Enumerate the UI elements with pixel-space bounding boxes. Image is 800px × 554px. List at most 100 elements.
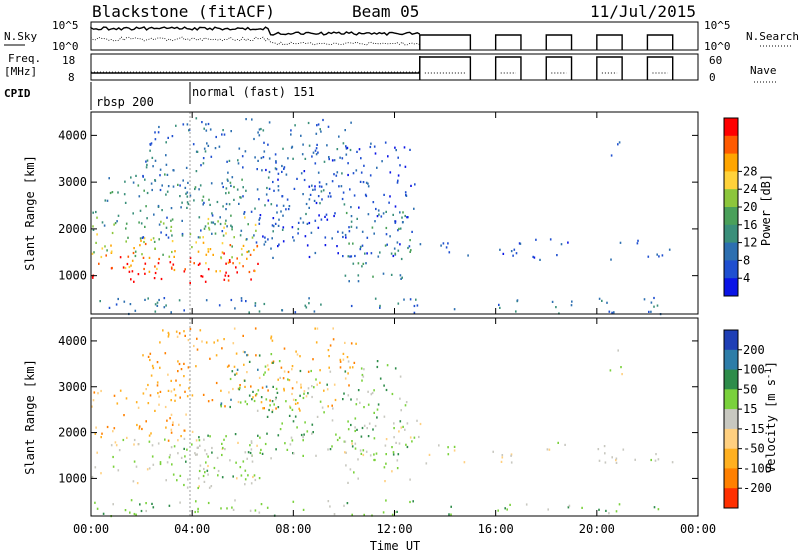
scatter-cell <box>258 218 260 221</box>
scatter-cell <box>183 309 185 312</box>
scatter-cell <box>285 173 288 176</box>
scatter-cell <box>258 477 261 480</box>
scatter-cell <box>386 243 388 246</box>
scatter-cell <box>282 204 285 207</box>
scatter-cell <box>617 143 619 146</box>
scatter-cell <box>394 205 397 208</box>
scatter-cell <box>202 393 205 396</box>
scatter-cell <box>319 369 321 372</box>
colorbar-swatch <box>724 428 738 450</box>
scatter-cell <box>414 183 416 186</box>
scatter-cell <box>283 166 286 169</box>
scatter-cell <box>391 470 393 473</box>
scatter-cell <box>367 185 370 188</box>
scatter-cell <box>385 233 388 236</box>
scatter-cell <box>183 483 185 487</box>
scatter-cell <box>124 509 127 512</box>
scatter-cell <box>188 129 190 132</box>
x-tick-label: 00:00 <box>680 522 716 536</box>
scatter-cell <box>240 247 243 251</box>
scatter-cell <box>251 454 253 457</box>
scatter-cell <box>250 385 252 388</box>
scatter-cell <box>415 298 417 301</box>
scatter-cell <box>223 338 225 341</box>
scatter-cell <box>100 472 102 475</box>
scatter-cell <box>239 466 242 469</box>
scatter-cell <box>185 192 187 195</box>
scatter-cell <box>447 453 450 456</box>
scatter-cell <box>392 254 395 258</box>
scatter-cell <box>339 156 341 159</box>
scatter-cell <box>204 225 207 228</box>
scatter-cell <box>343 203 346 206</box>
scatter-cell <box>197 446 199 449</box>
scatter-cell <box>394 252 396 255</box>
scatter-cell <box>331 237 333 240</box>
scatter-cell <box>177 183 179 186</box>
scatter-cell <box>356 428 358 431</box>
scatter-cell <box>244 469 247 472</box>
scatter-cell <box>327 448 329 451</box>
scatter-cell <box>226 507 228 510</box>
scatter-cell <box>195 117 198 120</box>
power-panel-frame <box>90 111 699 315</box>
scatter-cell <box>373 437 376 440</box>
scatter-cell <box>267 199 270 202</box>
scatter-cell <box>143 237 146 240</box>
scatter-cell <box>380 215 383 218</box>
scatter-cell <box>303 178 306 182</box>
scatter-cell <box>349 255 351 258</box>
scatter-cell <box>241 253 243 256</box>
scatter-cell <box>215 354 218 357</box>
scatter-cell <box>401 216 403 219</box>
scatter-cell <box>231 245 233 248</box>
scatter-cell <box>315 378 317 381</box>
scatter-cell <box>197 236 200 239</box>
scatter-cell <box>513 248 516 251</box>
scatter-cell <box>357 262 360 265</box>
scatter-cell <box>110 250 113 253</box>
scatter-cell <box>110 251 113 254</box>
scatter-cell <box>303 433 305 436</box>
scatter-cell <box>359 248 362 251</box>
scatter-cell <box>366 252 368 255</box>
scatter-cell <box>225 187 228 190</box>
scatter-cell <box>440 244 442 247</box>
scatter-cell <box>200 164 202 167</box>
scatter-cell <box>254 207 256 210</box>
x-tick-label: 04:00 <box>174 522 210 536</box>
scatter-cell <box>365 194 368 198</box>
scatter-cell <box>240 299 243 302</box>
scatter-cell <box>154 271 157 275</box>
scatter-cell <box>397 156 399 159</box>
scatter-cell <box>399 164 401 167</box>
scatter-cell <box>337 230 339 233</box>
scatter-cell <box>94 432 97 435</box>
scatter-cell <box>235 372 238 375</box>
scatter-cell <box>668 248 671 251</box>
scatter-cell <box>359 449 362 452</box>
scatter-cell <box>151 364 154 367</box>
scatter-cell <box>299 409 301 412</box>
scatter-cell <box>136 482 139 485</box>
scatter-cell <box>165 426 167 429</box>
scatter-cell <box>171 234 173 237</box>
scatter-cell <box>295 350 297 353</box>
scatter-cell <box>152 367 155 370</box>
scatter-cell <box>145 420 147 423</box>
scatter-cell <box>158 125 160 129</box>
scatter-cell <box>653 506 656 509</box>
scatter-cell <box>653 305 655 308</box>
scatter-cell <box>156 267 158 270</box>
scatter-cell <box>272 361 274 364</box>
scatter-cell <box>173 388 176 391</box>
scatter-cell <box>255 393 258 396</box>
scatter-cell <box>510 250 513 253</box>
scatter-cell <box>288 414 291 417</box>
scatter-cell <box>222 185 224 189</box>
scatter-cell <box>99 300 101 303</box>
scatter-cell <box>256 444 258 447</box>
scatter-cell <box>369 174 372 177</box>
freq-block <box>545 56 573 80</box>
scatter-cell <box>343 440 346 443</box>
